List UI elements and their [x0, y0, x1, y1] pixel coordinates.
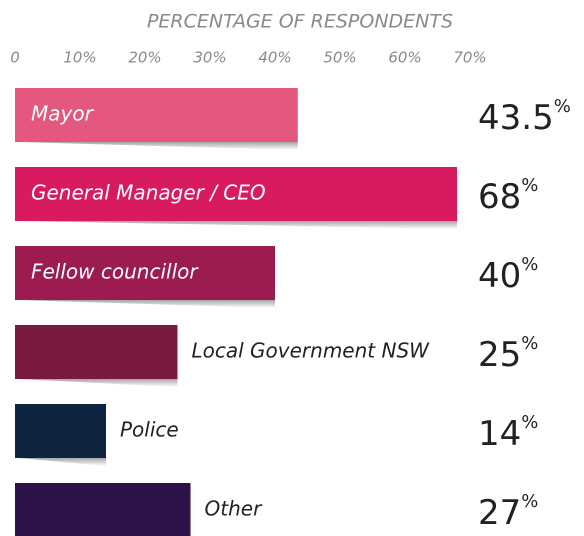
bar-shadow — [19, 458, 106, 466]
value-label: 14% — [478, 412, 538, 454]
x-tick-label: 10% — [63, 49, 96, 67]
bar — [15, 88, 298, 142]
category-label: Other — [205, 497, 264, 521]
value-label: 25% — [478, 333, 538, 375]
x-tick-label: 60% — [388, 49, 421, 67]
bar-shadow — [19, 300, 275, 308]
category-label: Mayor — [31, 102, 95, 126]
category-label: Fellow councillor — [31, 260, 199, 284]
bar — [15, 404, 106, 458]
bar-shadow — [19, 221, 457, 229]
value-label: 27% — [478, 491, 538, 533]
bar — [15, 325, 178, 379]
x-tick-label: 40% — [258, 49, 291, 67]
x-tick-label: 0 — [10, 49, 20, 67]
value-label: 68% — [478, 175, 538, 217]
bar — [15, 246, 275, 300]
x-tick-label: 30% — [193, 49, 226, 67]
category-label: Police — [120, 418, 179, 442]
bar-shadow — [19, 379, 178, 387]
bar-shadow — [19, 142, 298, 150]
bar — [15, 167, 457, 221]
bar — [15, 483, 191, 536]
x-tick-label: 50% — [323, 49, 356, 67]
value-label: 40% — [478, 254, 538, 296]
x-tick-label: 20% — [128, 49, 161, 67]
category-label: General Manager / CEO — [31, 181, 266, 205]
chart-title: PERCENTAGE OF RESPONDENTS — [147, 11, 453, 33]
category-label: Local Government NSW — [192, 339, 431, 363]
value-label: 43.5% — [478, 96, 571, 138]
x-tick-label: 70% — [453, 49, 486, 67]
